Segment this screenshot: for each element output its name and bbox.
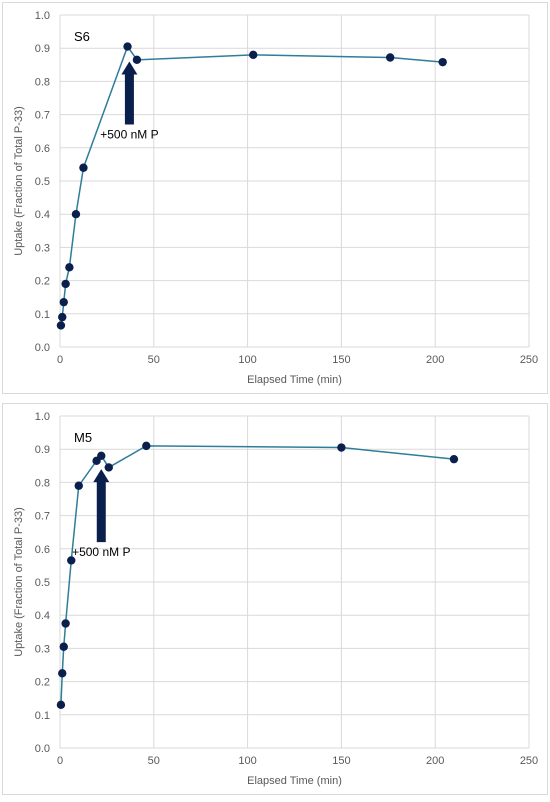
y-axis-title: Uptake (Fraction of Total P-33) xyxy=(13,106,25,256)
y-tick-label: 0.5 xyxy=(35,176,50,188)
data-point xyxy=(337,443,346,452)
data-point xyxy=(65,263,74,272)
data-point xyxy=(58,312,67,322)
chart-panel-m5: 0 50 100 150 200 250 0.0 0.1 0.2 0.3 0.4 0.5 0.6 0.7 0… xyxy=(2,403,548,795)
data-point xyxy=(249,50,258,60)
y-tick-label: 0.0 xyxy=(35,342,50,354)
x-tick-label: 0 xyxy=(57,755,63,767)
chart-m5: 0 50 100 150 200 250 0.0 0.1 0.2 0.3 0.4 0.5 0.6 0.7 0… xyxy=(13,411,538,787)
x-axis-title: Elapsed Time (min) xyxy=(247,374,342,386)
data-point xyxy=(79,163,88,172)
data-point xyxy=(142,441,151,451)
y-tick-label: 0.9 xyxy=(35,444,50,456)
annotation-arrow xyxy=(121,61,138,125)
data-point xyxy=(67,556,76,565)
y-tick-label: 0.6 xyxy=(35,143,50,155)
y-tick-label: 0.4 xyxy=(35,209,50,221)
y-tick-label: 0.2 xyxy=(35,276,50,288)
annotation-label: +500 nM P xyxy=(100,128,158,142)
data-point xyxy=(56,321,66,330)
chart-s6: 0 50 100 150 200 250 0.0 0.1 0.2 0.3 0.4 0.5 0.6 0.7 0… xyxy=(13,10,538,386)
panel-label: M5 xyxy=(74,430,92,445)
y-tick-label: 0.4 xyxy=(35,610,50,622)
x-tick-label: 150 xyxy=(332,755,350,767)
annotation-label: +500 nM P xyxy=(72,545,130,559)
y-tick-label: 0.1 xyxy=(35,309,50,321)
y-tick-label: 0.8 xyxy=(35,76,50,88)
data-point xyxy=(71,210,81,219)
data-point xyxy=(56,700,66,710)
y-axis-title: Uptake (Fraction of Total P-33) xyxy=(13,507,25,657)
y-tick-label: 0.2 xyxy=(35,677,50,689)
data-point xyxy=(385,53,395,62)
y-tick-label: 0.3 xyxy=(35,242,50,254)
data-point xyxy=(61,619,70,628)
x-tick-label: 200 xyxy=(426,755,444,767)
data-point xyxy=(123,42,132,51)
data-point xyxy=(449,454,459,464)
data-point xyxy=(97,451,106,461)
series-line xyxy=(60,44,443,326)
y-tick-label: 0.6 xyxy=(35,544,50,556)
data-point xyxy=(59,297,68,307)
data-point xyxy=(58,669,67,678)
x-tick-label: 50 xyxy=(148,354,160,366)
series-line xyxy=(60,445,455,705)
x-tick-label: 100 xyxy=(238,755,256,767)
data-point xyxy=(61,279,70,289)
data-point xyxy=(59,642,68,651)
x-tick-label: 200 xyxy=(426,354,444,366)
annotation-arrow xyxy=(93,469,110,543)
chart-panel-s6: 0 50 100 150 200 250 0.0 0.1 0.2 0.3 0.4 0.5 0.6 0.7 0… xyxy=(2,2,548,394)
y-tick-label: 0.5 xyxy=(35,577,50,589)
panel-label: S6 xyxy=(74,29,90,44)
y-tick-label: 1.0 xyxy=(35,411,50,423)
data-point xyxy=(132,55,142,65)
y-tick-label: 0.8 xyxy=(35,477,50,489)
data-point xyxy=(74,481,83,490)
x-axis-title: Elapsed Time (min) xyxy=(247,775,342,787)
y-tick-label: 0.3 xyxy=(35,643,50,655)
x-tick-label: 150 xyxy=(332,354,350,366)
data-point xyxy=(438,57,447,67)
y-tick-label: 0.0 xyxy=(35,743,50,755)
y-tick-label: 0.7 xyxy=(35,511,50,523)
x-tick-label: 100 xyxy=(238,354,256,366)
y-tick-label: 0.1 xyxy=(35,710,50,722)
x-tick-label: 0 xyxy=(57,354,63,366)
y-tick-label: 1.0 xyxy=(35,10,50,22)
y-tick-label: 0.9 xyxy=(35,43,50,55)
x-tick-label: 50 xyxy=(148,755,160,767)
x-tick-label: 250 xyxy=(520,755,538,767)
x-tick-label: 250 xyxy=(520,354,538,366)
y-tick-label: 0.7 xyxy=(35,110,50,122)
data-point xyxy=(104,463,113,472)
